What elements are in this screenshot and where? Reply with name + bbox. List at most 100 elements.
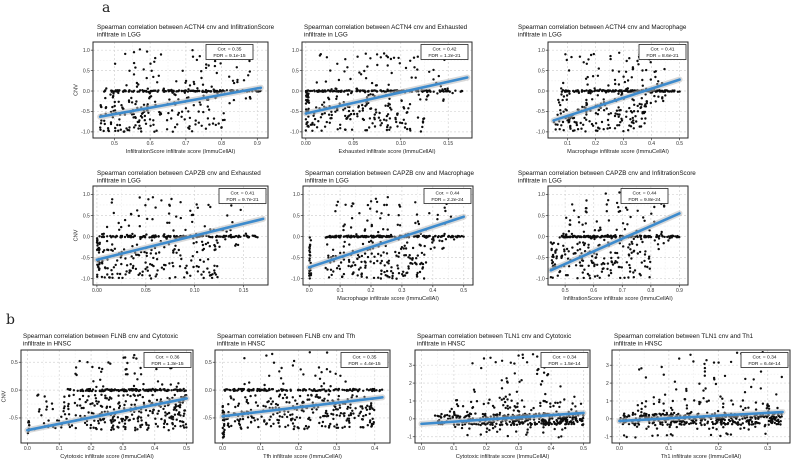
fdr-value-label: FDR = 9.8e-24	[628, 197, 660, 203]
fdr-value-label: FDR = 1.3e-15	[151, 361, 183, 367]
x-tick-label: 0.5	[580, 446, 587, 452]
x-tick-label: 0.2	[88, 446, 95, 452]
y-tick-label: 0.0	[538, 89, 545, 95]
scatter-points	[552, 51, 681, 133]
x-tick-label: 0.15	[239, 288, 249, 294]
x-tick-label: 0.4	[151, 446, 158, 452]
y-axis-label: CNV	[2, 390, 8, 402]
cor-value-label: Cor. = 0.35	[217, 47, 241, 53]
plot-title-line1: Spearman correlation between ACTN4 cnv a…	[304, 24, 468, 31]
x-tick-label: 0.00	[92, 288, 102, 294]
plot-border	[214, 349, 391, 444]
y-tick-label: -0.5	[81, 255, 90, 261]
x-axis-label: InfiltrationScore infiltrate score (Immu…	[126, 149, 236, 155]
plot-actn4-infiltrationscore-lgg: 0.5 0.6 0.7 0.8 0.9 1.0 0.5 0.0 -0.5 -1.0 Infiltra…	[74, 24, 275, 155]
y-tick-label: -1.0	[290, 130, 299, 136]
x-tick-label: 0.2	[483, 446, 490, 452]
x-tick-label: 0.8	[647, 288, 654, 294]
y-tick-label: 1	[606, 399, 609, 405]
fdr-value-label: FDR = 4.4e-15	[348, 361, 380, 367]
y-tick-label: 1.0	[293, 192, 300, 198]
x-tick-label: 0.3	[119, 446, 126, 452]
x-tick-label: 0.2	[715, 446, 722, 452]
plot-title-line2: infiltrate in HNSC	[417, 341, 466, 348]
trend-line	[307, 215, 466, 269]
y-tick-label: 1	[409, 399, 412, 405]
y-tick-label: -0.5	[9, 416, 18, 422]
x-tick-label: 0.3	[515, 446, 522, 452]
y-tick-label: 1.0	[83, 192, 90, 198]
x-tick-label: 0.0	[616, 446, 623, 452]
axes: 0.0 0.1 0.2 0.3 0.4 0.5 0.0 -0.5 Tfh infiltrate …	[203, 360, 378, 460]
x-tick-label: 0.3	[333, 446, 340, 452]
x-tick-label: 0.4	[429, 288, 436, 294]
x-axis-label: Cytotoxic infiltrate score (ImmuCellAI)	[456, 454, 550, 460]
plot-border	[301, 41, 473, 139]
fdr-value-label: FDR = 1.5e-14	[548, 361, 580, 367]
y-tick-label: 0.0	[293, 234, 300, 240]
plot-border	[611, 349, 791, 444]
plot-title-line2: infiltrate in LGG	[518, 32, 562, 39]
x-tick-label: 0.5	[460, 288, 467, 294]
y-tick-label: -0.5	[290, 109, 299, 115]
axes: 0.5 0.6 0.7 0.8 0.9 1.0 0.5 0.0 -0.5 -1.0 Infiltra…	[74, 48, 261, 155]
x-tick-label: 0.1	[56, 446, 63, 452]
x-tick-label: 0.0	[219, 446, 226, 452]
cor-value-label: Cor. = 0.42	[432, 47, 456, 53]
y-tick-label: 0.0	[292, 89, 299, 95]
x-tick-label: 0.3	[764, 446, 771, 452]
y-tick-label: 0.5	[83, 68, 90, 74]
plot-border	[20, 349, 194, 444]
axes: 0.0 0.1 0.2 0.3 0.4 0.5 3 2 1 0 -1 Cytotoxic infilt…	[407, 363, 587, 460]
x-tick-label: 0.1	[257, 446, 264, 452]
trend-line	[552, 78, 681, 122]
fdr-value-label: FDR = 2.2e-24	[431, 197, 463, 203]
axes: 0.00 0.05 0.10 0.15 1.0 0.5 0.0 -0.5 -1.0 CNV	[74, 192, 249, 294]
fdr-value-label: FDR = 8.6e-21	[646, 53, 678, 59]
y-tick-label: -1.0	[291, 276, 300, 282]
y-tick-label: 0.0	[205, 388, 212, 394]
plot-tln1-th1-hnsc: 0.0 0.1 0.2 0.3 3 2 1 0 -1 Th1 infiltrate score (…	[604, 333, 791, 460]
x-tick-label: 0.2	[592, 141, 599, 147]
y-tick-label: 0	[409, 417, 412, 423]
plot-tln1-cytotoxic-hnsc: 0.0 0.1 0.2 0.3 0.4 0.5 3 2 1 0 -1 Cytotoxic infilt…	[407, 333, 591, 460]
x-tick-label: 0.1	[665, 446, 672, 452]
plot-title-line1: Spearman correlation between ACTN4 cnv a…	[518, 24, 687, 31]
x-tick-label: 0.2	[295, 446, 302, 452]
cor-value-label: Cor. = 0.34	[752, 355, 776, 361]
y-tick-label: 0.0	[83, 234, 90, 240]
plot-border	[547, 185, 689, 286]
x-tick-label: 0.0	[306, 288, 313, 294]
y-tick-label: -1	[604, 435, 609, 441]
y-tick-label: 2	[606, 381, 609, 387]
y-tick-label: -1.0	[81, 276, 90, 282]
fdr-value-label: FDR = 1.2e-21	[428, 53, 460, 59]
cor-value-label: Cor. = 0.44	[632, 191, 656, 197]
y-tick-label: -1.0	[536, 130, 545, 136]
x-tick-label: 0.3	[620, 141, 627, 147]
y-tick-label: 0.5	[538, 213, 545, 219]
y-tick-label: 0.5	[205, 360, 212, 366]
y-tick-label: 0.5	[538, 68, 545, 74]
x-tick-label: 0.0	[24, 446, 31, 452]
plot-border	[92, 185, 269, 286]
axes: 0.5 0.6 0.7 0.8 0.9 1.0 0.5 0.0 -0.5 -1.0 Infiltra…	[536, 192, 683, 302]
x-tick-label: 0.0	[418, 446, 425, 452]
trend-line	[304, 76, 469, 115]
axes: 0.1 0.2 0.3 0.4 0.5 1.0 0.5 0.0 -0.5 -1.0 Macropha…	[536, 48, 683, 155]
axes: 0.0 0.1 0.2 0.3 0.4 0.5 0.5 0.0 -0.5 Cytotoxic in…	[2, 360, 191, 460]
fdr-value-label: FDR = 6.4e-14	[748, 361, 780, 367]
plot-capzb-infiltrationscore-lgg: 0.5 0.6 0.7 0.8 0.9 1.0 0.5 0.0 -0.5 -1.0 Infiltra…	[518, 170, 696, 302]
cor-value-label: Cor. = 0.41	[650, 47, 674, 53]
y-tick-label: 1.0	[538, 48, 545, 54]
fdr-value-label: FDR = 9.7e-21	[226, 197, 258, 203]
plot-title-line1: Spearman correlation between CAPZB cnv a…	[97, 170, 261, 177]
y-axis-label: CNV	[74, 84, 80, 96]
cor-value-label: Cor. = 0.34	[552, 355, 576, 361]
